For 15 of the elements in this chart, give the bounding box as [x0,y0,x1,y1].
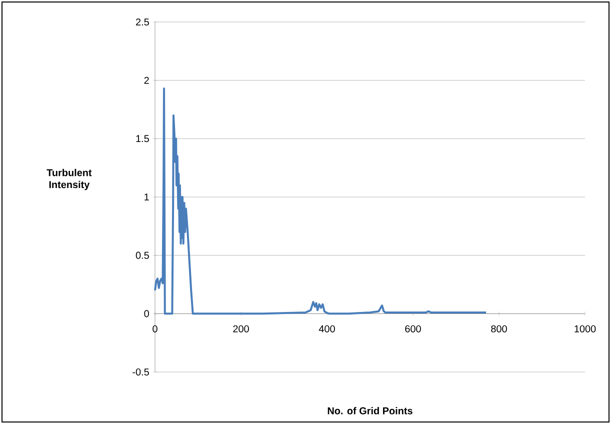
y-tick-label: 2 [144,76,149,84]
x-tick-label: 200 [233,325,249,332]
y-tick-label: 0.5 [136,252,149,259]
x-axis-title: No. of Grid Points [328,407,412,414]
y-tick-label: 1.5 [136,135,149,142]
x-tick-label: 800 [491,325,507,332]
y-tick-label: -0.5 [132,368,149,376]
y-tick-label: 1 [144,194,149,200]
y-tick-label: 0 [144,310,149,318]
x-tick-label: 0 [152,325,158,332]
y-axis-title: Turbulent Intensity [46,168,92,190]
y-tick-label: 2.5 [136,18,149,26]
x-tick-label: 400 [318,325,335,332]
x-tick-label: 600 [405,325,421,332]
x-tick-label: 1000 [574,325,596,332]
